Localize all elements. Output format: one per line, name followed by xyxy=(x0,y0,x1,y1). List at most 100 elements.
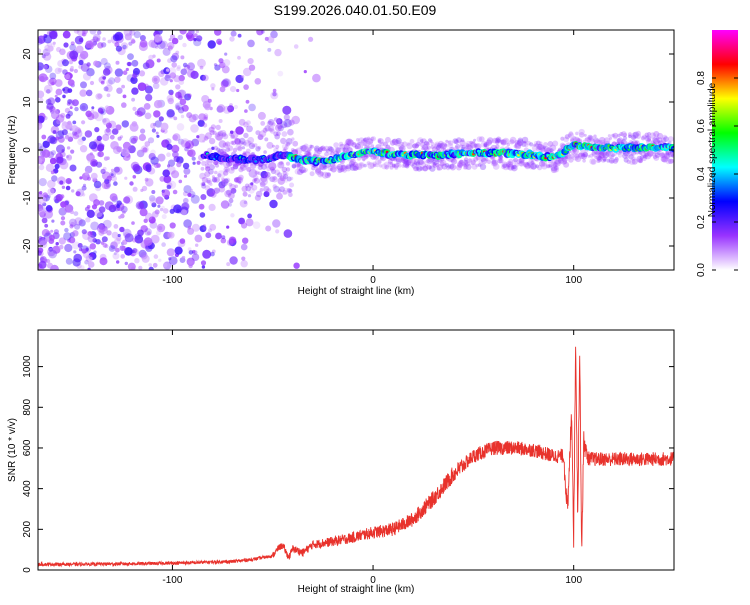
spectrogram-envelope xyxy=(611,133,615,138)
spectrogram-blob xyxy=(187,149,196,158)
spectrogram-blob xyxy=(154,209,160,215)
spectrogram-blob xyxy=(143,237,153,246)
spectrogram-envelope xyxy=(204,116,208,121)
spectrogram-envelope xyxy=(285,141,291,147)
spectrogram-blob xyxy=(167,45,173,51)
spectrogram-envelope xyxy=(457,162,463,168)
spectrogram-envelope xyxy=(217,130,224,137)
spectrogram-envelope xyxy=(276,118,281,124)
spectrogram-blob xyxy=(163,175,172,184)
spectrogram-envelope xyxy=(349,163,354,168)
spectrogram-envelope xyxy=(266,166,272,172)
spectrogram-envelope xyxy=(597,155,602,161)
spectrogram-envelope xyxy=(656,151,661,156)
spectrogram-envelope xyxy=(253,143,258,148)
spectrogram-envelope xyxy=(304,168,308,172)
spectrogram-blob xyxy=(42,140,50,148)
spectrogram-envelope xyxy=(547,164,551,169)
spectrogram-blob xyxy=(153,254,159,259)
spectrogram-blob xyxy=(55,97,61,103)
spectrogram-blob xyxy=(197,133,207,143)
spectrogram-envelope xyxy=(342,147,349,154)
spectrogram-envelope xyxy=(321,171,329,179)
spectrogram-blob xyxy=(59,48,66,56)
spectrogram-blob xyxy=(47,179,56,189)
spectrogram-blob xyxy=(97,30,102,35)
spectrogram-blob xyxy=(78,64,83,70)
spectrogram-blob xyxy=(132,67,141,76)
spectrogram-blob xyxy=(176,156,184,164)
spectrogram-envelope xyxy=(638,158,643,164)
spectrogram-blob xyxy=(88,141,98,150)
spectrogram-envelope xyxy=(427,138,433,143)
spectrogram-blob xyxy=(51,109,59,118)
spectrogram-envelope xyxy=(377,159,382,164)
spectrogram-envelope xyxy=(283,114,290,121)
spectrogram-blob xyxy=(61,185,66,189)
spectrogram-blob xyxy=(38,142,43,150)
spectrogram-blob xyxy=(145,166,152,173)
spectrogram-blob xyxy=(169,79,173,83)
spectrogram-blob xyxy=(243,200,248,205)
spectrogram-envelope xyxy=(414,166,420,172)
spectrogram-blob xyxy=(80,81,87,89)
spectrogram-envelope xyxy=(283,123,288,128)
spectrogram-blob xyxy=(191,223,200,232)
spectrogram-blob xyxy=(131,221,135,225)
spectrogram-blob xyxy=(179,98,187,106)
spectrogram-blob xyxy=(106,230,112,236)
spectrogram-envelope xyxy=(660,152,665,158)
spectrogram-blob xyxy=(124,247,133,256)
spectrogram-envelope xyxy=(231,188,236,193)
spectrogram-blob xyxy=(205,166,211,172)
spectrogram-blob xyxy=(199,65,204,70)
spectrogram-envelope xyxy=(608,157,615,164)
spectrogram-envelope xyxy=(206,179,211,184)
spectrogram-envelope xyxy=(308,147,312,151)
spectrogram-envelope xyxy=(417,137,424,144)
spectrogram-envelope xyxy=(506,160,513,168)
spectrogram-blob xyxy=(86,68,95,77)
spectrogram-envelope xyxy=(668,158,674,164)
spectrogram-blob xyxy=(50,150,57,156)
spectrogram-blob xyxy=(143,103,151,110)
spectrogram-envelope xyxy=(221,177,225,182)
spectrogram-envelope xyxy=(219,129,227,137)
spectrogram-envelope xyxy=(251,144,255,148)
spectrogram-envelope xyxy=(588,136,592,140)
spectrogram-envelope xyxy=(387,161,394,168)
spectrogram-blob xyxy=(142,147,148,153)
spectrogram-envelope xyxy=(260,175,268,183)
spectrogram-envelope xyxy=(554,165,559,171)
spectrogram-blob xyxy=(230,30,237,37)
spectrogram-blob xyxy=(62,94,66,99)
spectrogram-blob xyxy=(183,185,192,194)
spectrogram-envelope xyxy=(352,165,358,171)
spectrogram-envelope xyxy=(665,149,672,156)
spectrogram-envelope xyxy=(262,127,268,133)
spectrogram-blob xyxy=(129,181,134,186)
spectrogram-blob xyxy=(65,73,71,80)
spectrogram-blob xyxy=(38,48,42,54)
spectrogram-envelope xyxy=(436,166,441,171)
spectrogram-envelope xyxy=(339,143,346,150)
spectrogram-envelope xyxy=(383,161,390,168)
spectrogram-envelope xyxy=(419,161,427,169)
spectrogram-blob xyxy=(47,247,56,257)
spectrogram-blob xyxy=(153,100,163,109)
spectrogram-envelope xyxy=(549,148,554,153)
spectrogram-blob xyxy=(116,200,122,206)
spectrogram-blob xyxy=(113,166,120,173)
spectrogram-blob xyxy=(250,182,254,186)
spectrogram-envelope xyxy=(356,138,360,142)
spectrogram-blob xyxy=(115,45,122,52)
spectrogram-blob xyxy=(114,76,121,83)
spectrogram-blob xyxy=(162,169,170,177)
spectrogram-blob xyxy=(220,200,230,209)
spectrogram-blob xyxy=(81,120,86,125)
spectrogram-blob xyxy=(94,127,100,133)
spectrogram-blob xyxy=(95,161,103,168)
spectrogram-envelope xyxy=(473,138,477,142)
spectrogram-blob xyxy=(139,35,146,41)
